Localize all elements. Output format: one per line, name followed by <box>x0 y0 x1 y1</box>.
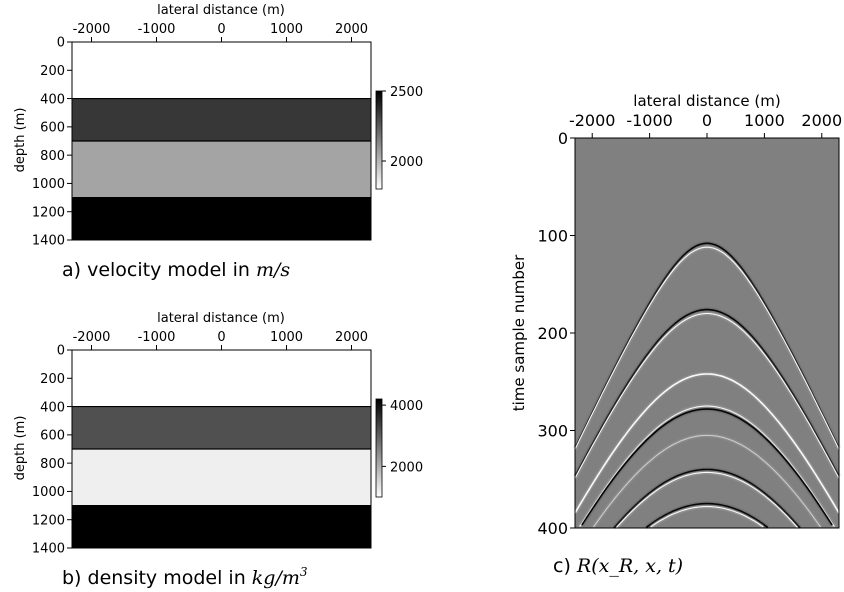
panel-c-xlabel: lateral distance (m) <box>633 92 780 110</box>
y-tick-label: 600 <box>40 429 65 444</box>
y-tick-label: 400 <box>40 92 65 107</box>
panel-c-caption: c) R(x_R, x, t) <box>553 555 683 577</box>
panel-b-frame <box>71 349 372 549</box>
layer-3 <box>72 197 371 240</box>
x-tick-label: -2000 <box>73 330 111 345</box>
y-tick-label: 1200 <box>32 513 65 528</box>
reflection-event-halo <box>573 311 841 480</box>
reflection-response-panel: lateral distance (m) -2000 -1000 0 1000 2000… <box>510 92 842 577</box>
panel-b-colorbar-ticks: 4000 2000 <box>382 399 423 475</box>
layer-0 <box>72 42 371 99</box>
y-tick-label: 300 <box>537 421 568 440</box>
panel-c-ylabel: time sample number <box>510 254 528 411</box>
y-tick-label: 600 <box>40 121 65 136</box>
layer-1 <box>72 406 371 449</box>
layer-1 <box>72 98 371 141</box>
panel-b-caption-sup: 3 <box>300 565 308 579</box>
panel-a-caption-math: m/s <box>256 259 290 281</box>
panel-c-x-ticks: -2000 -1000 0 1000 2000 <box>569 111 842 138</box>
layer-2 <box>72 449 371 506</box>
panel-c-events <box>573 241 841 530</box>
x-tick-label: 0 <box>217 22 225 37</box>
panel-a-frame <box>71 41 372 241</box>
colorbar-tick-label: 2000 <box>390 155 423 170</box>
colorbar-tick-label: 4000 <box>390 399 423 414</box>
x-tick-label: 2000 <box>335 22 368 37</box>
x-tick-label: -2000 <box>569 111 616 130</box>
panel-b-colorbar <box>375 398 383 498</box>
panel-b-layers <box>72 350 371 548</box>
panel-a-layers <box>72 42 371 240</box>
colorbar-tick-label: 2000 <box>390 460 423 475</box>
x-tick-label: -1000 <box>138 22 176 37</box>
y-tick-label: 200 <box>537 324 568 343</box>
panel-c-caption-math: R(x_R, x, t) <box>576 555 683 577</box>
panel-a-colorbar <box>375 90 383 190</box>
layer-0 <box>72 350 371 407</box>
y-tick-label: 0 <box>57 36 65 51</box>
x-tick-label: 2000 <box>801 111 842 130</box>
y-tick-label: 1200 <box>32 205 65 220</box>
panel-b-x-ticks: -2000 -1000 0 1000 2000 <box>73 330 368 350</box>
panel-a-caption-prefix: a) velocity model in <box>62 259 256 281</box>
panel-a-colorbar-ticks: 2500 2000 <box>382 85 423 170</box>
y-tick-label: 200 <box>40 64 65 79</box>
y-tick-label: 1000 <box>32 485 65 500</box>
panel-a-ylabel: depth (m) <box>13 108 28 173</box>
layer-3 <box>72 505 371 548</box>
y-tick-label: 0 <box>57 344 65 359</box>
x-tick-label: -2000 <box>73 22 111 37</box>
x-tick-label: 0 <box>217 330 225 345</box>
reflection-event-halo <box>573 372 841 515</box>
colorbar-tick-label: 2500 <box>390 85 423 100</box>
x-tick-label: 1000 <box>270 22 303 37</box>
reflection-event-halo <box>612 467 802 530</box>
reflection-event-halo <box>580 407 834 527</box>
panel-b-xlabel: lateral distance (m) <box>157 311 285 326</box>
panel-b-caption-prefix: b) density model in <box>62 567 252 589</box>
y-tick-label: 1400 <box>32 542 65 557</box>
y-tick-label: 1400 <box>32 234 65 249</box>
panel-b-caption-math: kg/m <box>252 567 300 589</box>
y-tick-label: 400 <box>537 519 568 538</box>
y-tick-label: 800 <box>40 457 65 472</box>
reflection-event-halo <box>591 433 823 529</box>
y-tick-label: 1000 <box>32 177 65 192</box>
x-tick-label: 0 <box>702 111 712 130</box>
panel-a-xlabel: lateral distance (m) <box>157 3 285 18</box>
velocity-model-panel: lateral distance (m) -2000 -1000 0 1000 2000… <box>13 3 423 281</box>
y-tick-label: 200 <box>40 372 65 387</box>
panel-a-caption: a) velocity model in m/s <box>62 259 290 281</box>
panel-c-background <box>575 138 839 528</box>
panel-a-x-ticks: -2000 -1000 0 1000 2000 <box>73 22 368 42</box>
panel-a-y-ticks: 0 200 400 600 800 1000 1200 1400 <box>32 36 72 249</box>
panel-b-ylabel: depth (m) <box>13 416 28 481</box>
x-tick-label: -1000 <box>626 111 673 130</box>
panel-b-y-ticks: 0 200 400 600 800 1000 1200 1400 <box>32 344 72 557</box>
y-tick-label: 100 <box>537 226 568 245</box>
panel-c-caption-prefix: c) <box>553 555 577 577</box>
reflection-event-halo <box>649 504 765 529</box>
layer-2 <box>72 141 371 198</box>
x-tick-label: 1000 <box>270 330 303 345</box>
y-tick-label: 0 <box>558 129 568 148</box>
y-tick-label: 800 <box>40 149 65 164</box>
reflection-event-halo <box>573 245 841 451</box>
x-tick-label: 1000 <box>744 111 785 130</box>
reflection-event-halo <box>645 501 769 530</box>
panel-b-caption: b) density model in kg/m3 <box>62 565 308 589</box>
density-model-panel: lateral distance (m) -2000 -1000 0 1000 2000… <box>13 311 423 589</box>
x-tick-label: -1000 <box>138 330 176 345</box>
x-tick-label: 2000 <box>335 330 368 345</box>
y-tick-label: 400 <box>40 400 65 415</box>
reflection-event-halo <box>614 470 800 530</box>
panel-c-y-ticks: 0 100 200 300 400 <box>537 129 575 538</box>
